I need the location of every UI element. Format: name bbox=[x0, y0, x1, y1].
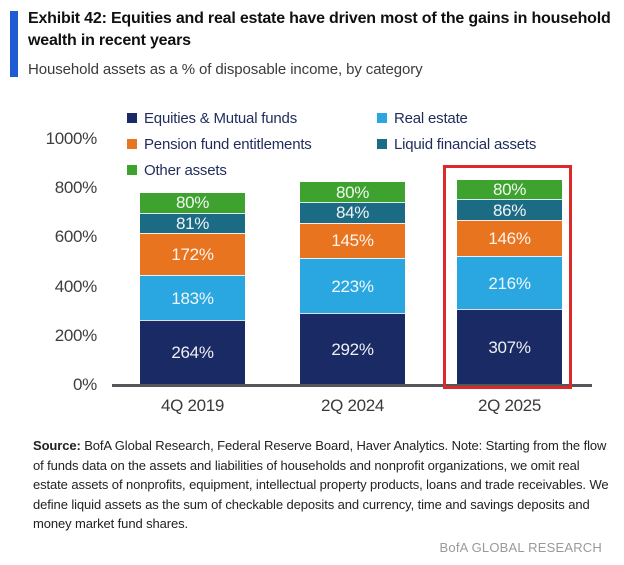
segment-real-estate: 223% bbox=[300, 258, 405, 314]
y-axis-tick-label: 800% bbox=[54, 178, 98, 198]
segment-value-label: 216% bbox=[488, 273, 531, 293]
segment-value-label: 86% bbox=[492, 200, 527, 220]
y-axis-tick-label: 0% bbox=[73, 375, 97, 394]
segment-equities-mutual-funds: 264% bbox=[140, 320, 245, 385]
segment-pension-fund-entitlements: 172% bbox=[140, 232, 245, 275]
segment-value-label: 307% bbox=[488, 338, 531, 358]
segment-value-label: 80% bbox=[335, 182, 370, 202]
segment-value-label: 223% bbox=[331, 276, 374, 296]
segment-other-assets: 80% bbox=[140, 193, 245, 213]
segment-equities-mutual-funds: 292% bbox=[300, 313, 405, 385]
exhibit-title: Exhibit 42: Equities and real estate hav… bbox=[28, 10, 611, 49]
source-text: BofA Global Research, Federal Reserve Bo… bbox=[33, 438, 609, 531]
segment-value-label: 80% bbox=[175, 193, 210, 213]
legend-item-real-estate: Real estate bbox=[377, 109, 536, 127]
segment-value-label: 145% bbox=[331, 231, 374, 251]
x-axis-category-label: 4Q 2019 bbox=[160, 396, 225, 415]
segment-value-label: 80% bbox=[492, 179, 527, 199]
segment-value-label: 183% bbox=[171, 288, 214, 308]
segment-real-estate: 216% bbox=[457, 256, 562, 310]
y-axis-tick-label: 600% bbox=[54, 227, 98, 247]
segment-other-assets: 80% bbox=[457, 179, 562, 200]
segment-value-label: 264% bbox=[171, 343, 214, 363]
x-axis-category-label: 2Q 2024 bbox=[320, 396, 385, 415]
bar-4q-2019: 80% 81% 172% 183% 264% bbox=[140, 193, 245, 385]
bar-2q-2024: 80% 84% 145% 223% 292% bbox=[300, 182, 405, 385]
highlight-box-2q2025 bbox=[443, 165, 572, 389]
segment-liquid-financial-assets: 84% bbox=[300, 201, 405, 223]
branding-text: BofA GLOBAL RESEARCH bbox=[439, 540, 602, 555]
accent-bar bbox=[10, 11, 18, 77]
legend-label: Real estate bbox=[394, 109, 468, 127]
source-note: Source: BofA Global Research, Federal Re… bbox=[33, 436, 611, 534]
y-axis-tick-label: 1000% bbox=[45, 129, 98, 148]
segment-value-label: 146% bbox=[488, 229, 531, 249]
legend-item-liquid-financial-assets: Liquid financial assets bbox=[377, 135, 537, 153]
legend-label: Pension fund entitlements bbox=[144, 135, 312, 153]
segment-value-label: 172% bbox=[171, 244, 214, 264]
segment-other-assets: 80% bbox=[300, 182, 405, 202]
chart-legend-column-1: Equities & Mutual funds Pension fund enti… bbox=[127, 109, 312, 179]
bar-2q-2025: 80% 86% 146% 216% 307% bbox=[457, 179, 562, 385]
y-axis-tick-label: 400% bbox=[54, 276, 98, 296]
segment-liquid-financial-assets: 86% bbox=[457, 199, 562, 221]
segment-liquid-financial-assets: 81% bbox=[140, 212, 245, 233]
legend-swatch-icon bbox=[127, 139, 137, 149]
legend-swatch-icon bbox=[377, 139, 387, 149]
segment-pension-fund-entitlements: 145% bbox=[300, 222, 405, 259]
legend-item-other-assets: Other assets bbox=[127, 161, 312, 179]
legend-label: Equities & Mutual funds bbox=[144, 109, 297, 127]
exhibit-subtitle: Household assets as a % of disposable in… bbox=[28, 61, 423, 78]
legend-item-pension-fund-entitlements: Pension fund entitlements bbox=[127, 135, 312, 153]
source-label: Source: bbox=[33, 438, 81, 453]
segment-value-label: 81% bbox=[175, 213, 210, 233]
legend-swatch-icon bbox=[377, 113, 387, 123]
legend-label: Liquid financial assets bbox=[394, 135, 537, 153]
legend-item-equities-mutual-funds: Equities & Mutual funds bbox=[127, 109, 312, 127]
segment-pension-fund-entitlements: 146% bbox=[457, 220, 562, 257]
legend-swatch-icon bbox=[127, 113, 137, 123]
legend-swatch-icon bbox=[127, 165, 137, 175]
x-axis-category-label: 2Q 2025 bbox=[477, 396, 542, 415]
y-axis-tick-label: 200% bbox=[54, 325, 98, 345]
chart-legend-column-2: Real estate Liquid financial assets bbox=[377, 109, 537, 153]
segment-real-estate: 183% bbox=[140, 275, 245, 321]
x-axis-line bbox=[112, 384, 592, 387]
legend-label: Other assets bbox=[144, 161, 227, 179]
segment-equities-mutual-funds: 307% bbox=[457, 309, 562, 385]
segment-value-label: 292% bbox=[331, 340, 374, 360]
segment-value-label: 84% bbox=[335, 203, 370, 223]
